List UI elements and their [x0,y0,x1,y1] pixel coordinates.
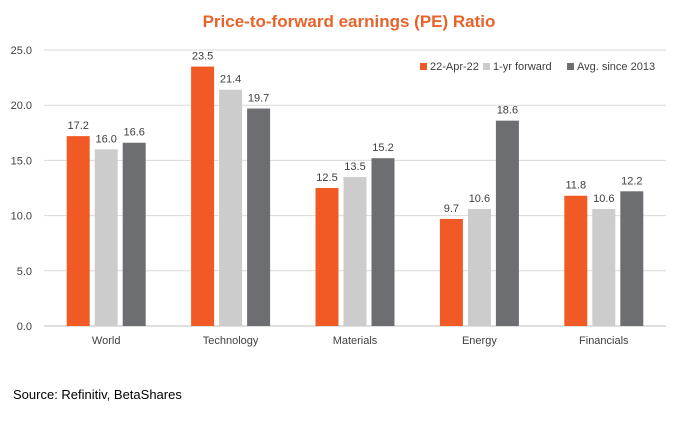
data-label: 17.2 [67,120,88,132]
bar [247,108,271,327]
category-label: Energy [462,335,497,347]
data-label: 10.6 [593,193,614,205]
data-label: 13.5 [344,161,365,173]
bar [122,142,146,326]
data-label: 9.7 [444,203,459,215]
data-label: 23.5 [192,51,213,63]
bar [620,191,644,326]
legend-swatch [483,63,490,70]
bar [439,218,463,326]
bar [564,195,588,326]
data-label: 12.5 [316,172,337,184]
y-tick-label: 10.0 [11,211,32,223]
legend-swatch [567,63,574,70]
bar [66,136,90,326]
data-label: 16.6 [123,127,144,139]
data-label: 15.2 [372,142,393,154]
legend-label: Avg. since 2013 [577,61,655,73]
category-label: Technology [203,335,259,347]
category-label: Financials [579,335,629,347]
legend-swatch [420,63,427,70]
category-label: World [92,335,121,347]
bar [315,188,339,326]
y-tick-label: 20.0 [11,100,32,112]
y-tick-label: 0.0 [17,321,32,333]
y-tick-label: 15.0 [11,155,32,167]
x-axis-categories: World Technology Materials Energy Financials [92,335,629,347]
data-labels: 17.2 16.0 16.6 23.5 21.4 19.7 12.5 13.5 15.2 9.7 1… [67,51,642,215]
legend-label: 1-yr forward [493,61,552,73]
bar [343,176,367,326]
y-axis-ticks: 0.0 5.0 10.0 15.0 20.0 25.0 [11,45,32,333]
y-tick-label: 5.0 [17,266,32,278]
data-label: 12.2 [621,175,642,187]
category-label: Materials [333,335,378,347]
data-label: 18.6 [497,105,518,117]
bar [592,208,616,326]
data-label: 19.7 [248,93,269,105]
bar [467,208,491,326]
bar [191,66,215,326]
source-note: Source: Refinitiv, BetaShares [13,387,182,402]
legend: 22-Apr-22 1-yr forward Avg. since 2013 [420,61,655,73]
data-label: 11.8 [566,180,587,192]
bar [94,149,118,326]
bar [495,120,519,326]
bars [66,66,644,327]
legend-label: 22-Apr-22 [430,61,479,73]
y-tick-label: 25.0 [11,45,32,57]
data-label: 10.6 [469,193,490,205]
data-label: 16.0 [95,133,116,145]
bar [371,158,395,326]
chart-title: Price-to-forward earnings (PE) Ratio [203,12,496,31]
pe-ratio-chart: Price-to-forward earnings (PE) Ratio 0.0… [11,12,666,347]
data-label: 21.4 [220,74,241,86]
bar [219,89,243,326]
